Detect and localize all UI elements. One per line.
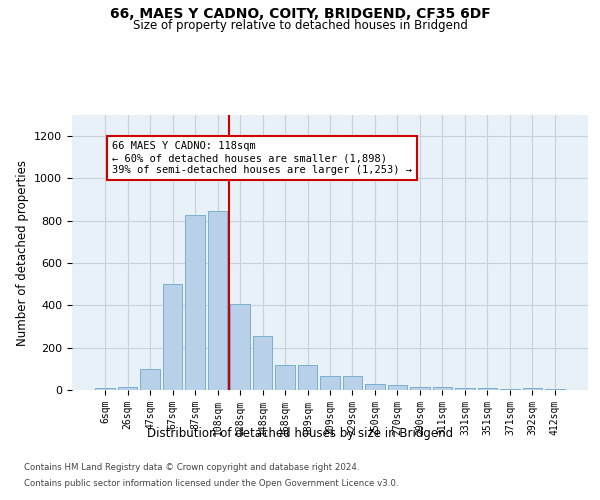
Bar [298, 364, 317, 390]
Bar [95, 388, 115, 390]
Bar [433, 387, 452, 390]
Y-axis label: Number of detached properties: Number of detached properties [16, 160, 29, 346]
Bar [118, 387, 137, 390]
Bar [208, 211, 227, 390]
Bar [500, 389, 520, 390]
Text: Distribution of detached houses by size in Bridgend: Distribution of detached houses by size … [147, 428, 453, 440]
Text: 66, MAES Y CADNO, COITY, BRIDGEND, CF35 6DF: 66, MAES Y CADNO, COITY, BRIDGEND, CF35 … [110, 8, 490, 22]
Bar [388, 384, 407, 390]
Bar [163, 284, 182, 390]
Bar [140, 369, 160, 390]
Bar [185, 216, 205, 390]
Bar [343, 376, 362, 390]
Bar [478, 388, 497, 390]
Text: 66 MAES Y CADNO: 118sqm
← 60% of detached houses are smaller (1,898)
39% of semi: 66 MAES Y CADNO: 118sqm ← 60% of detache… [112, 142, 412, 174]
Bar [320, 376, 340, 390]
Bar [410, 387, 430, 390]
Bar [545, 389, 565, 390]
Bar [230, 304, 250, 390]
Text: Size of property relative to detached houses in Bridgend: Size of property relative to detached ho… [133, 19, 467, 32]
Bar [253, 336, 272, 390]
Bar [455, 388, 475, 390]
Text: Contains HM Land Registry data © Crown copyright and database right 2024.: Contains HM Land Registry data © Crown c… [24, 464, 359, 472]
Bar [523, 388, 542, 390]
Text: Contains public sector information licensed under the Open Government Licence v3: Contains public sector information licen… [24, 478, 398, 488]
Bar [365, 384, 385, 390]
Bar [275, 364, 295, 390]
